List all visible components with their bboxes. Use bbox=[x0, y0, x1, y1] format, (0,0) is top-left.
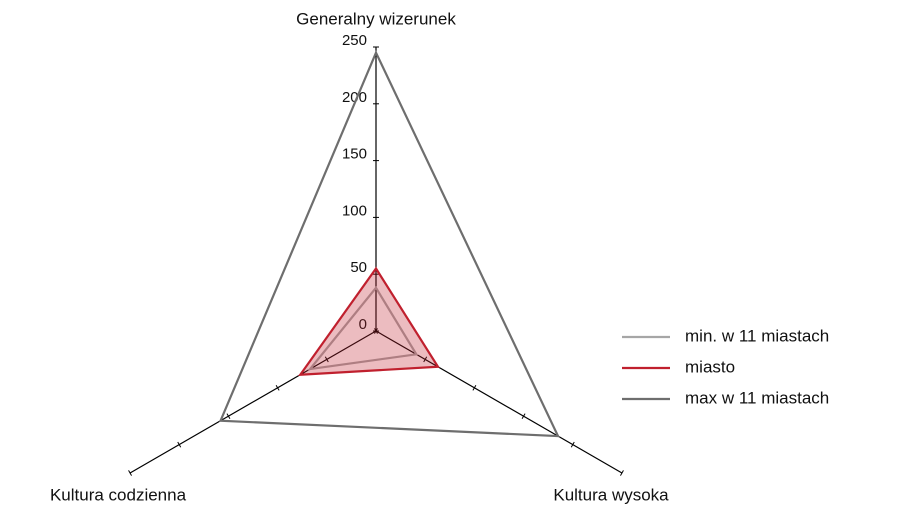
tick-mark bbox=[275, 384, 280, 391]
legend-label: max w 11 miastach bbox=[685, 388, 829, 407]
legend-label: min. w 11 miastach bbox=[685, 326, 829, 345]
tick-label: 50 bbox=[350, 259, 367, 276]
tick-mark bbox=[374, 328, 378, 334]
series-polygon bbox=[298, 266, 440, 376]
axis-label: Kultura wysoka bbox=[553, 485, 669, 504]
tick-label: 250 bbox=[342, 32, 367, 49]
legend-label: miasto bbox=[685, 357, 735, 376]
series-polygon bbox=[307, 285, 419, 371]
tick-mark bbox=[324, 356, 329, 363]
axis-label: Generalny wizerunek bbox=[296, 9, 456, 28]
tick-mark bbox=[472, 384, 477, 391]
tick-mark bbox=[521, 413, 526, 420]
tick-mark bbox=[423, 356, 428, 363]
tick-label: 100 bbox=[342, 202, 367, 219]
tick-label: 0 bbox=[359, 316, 367, 333]
tick-mark bbox=[128, 470, 132, 476]
tick-mark bbox=[226, 413, 231, 420]
tick-mark bbox=[570, 441, 575, 448]
tick-label: 150 bbox=[342, 146, 367, 163]
series-polygon bbox=[218, 49, 560, 438]
axis-label: Kultura codzienna bbox=[50, 485, 187, 504]
axis-line bbox=[129, 330, 377, 474]
tick-mark bbox=[620, 470, 624, 476]
tick-label: 200 bbox=[342, 89, 367, 106]
tick-mark bbox=[177, 441, 182, 448]
